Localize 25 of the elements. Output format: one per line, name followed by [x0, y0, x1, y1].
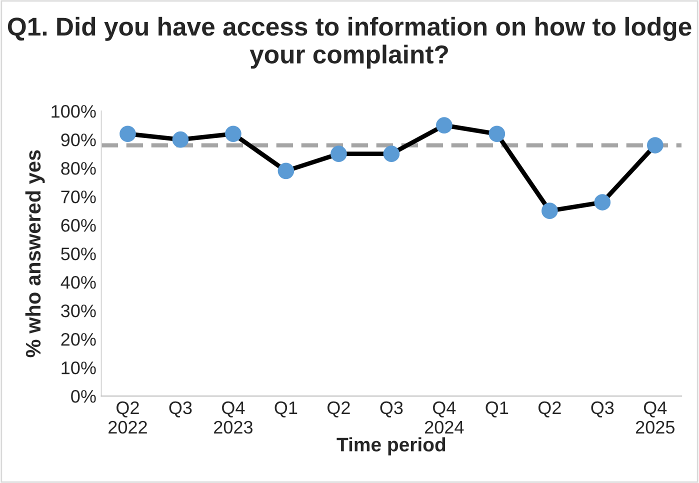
x-tick-label: Q1: [486, 401, 508, 418]
y-tick-label: 70%: [61, 190, 96, 204]
y-tick-label: 90%: [61, 134, 96, 146]
x-tick-label: Q4 2025: [636, 401, 674, 434]
x-tick-label: Q3: [591, 401, 614, 418]
y-tick-label: 80%: [61, 162, 96, 175]
x-tick-label: Q2 2022: [108, 401, 147, 434]
y-tick-label: 100%: [52, 105, 96, 118]
y-tick-label: 0%: [71, 390, 96, 403]
y-tick-label: 20%: [61, 333, 96, 346]
y-tick-label: 60%: [61, 219, 96, 232]
y-tick-label: 50%: [61, 248, 96, 260]
x-tick-label: Q4 2023: [214, 401, 253, 434]
x-axis-title: Time period: [336, 437, 446, 456]
y-tick-label: 30%: [61, 304, 96, 318]
x-tick-label: Q2: [538, 401, 561, 418]
x-tick-label: Q2: [328, 401, 350, 418]
chart-title: Q1. Did you have access to information on how to lodge your complaint?: [8, 16, 692, 69]
x-tick-label: Q3: [380, 401, 403, 418]
y-axis-title: % who answered yes: [25, 150, 45, 358]
y-tick-label: 40%: [60, 276, 96, 289]
x-tick-label: Q3: [169, 401, 192, 418]
y-tick-label: 10%: [62, 361, 96, 374]
x-tick-label: Q1: [274, 401, 298, 418]
x-tick-label: Q4 2024: [425, 401, 464, 434]
